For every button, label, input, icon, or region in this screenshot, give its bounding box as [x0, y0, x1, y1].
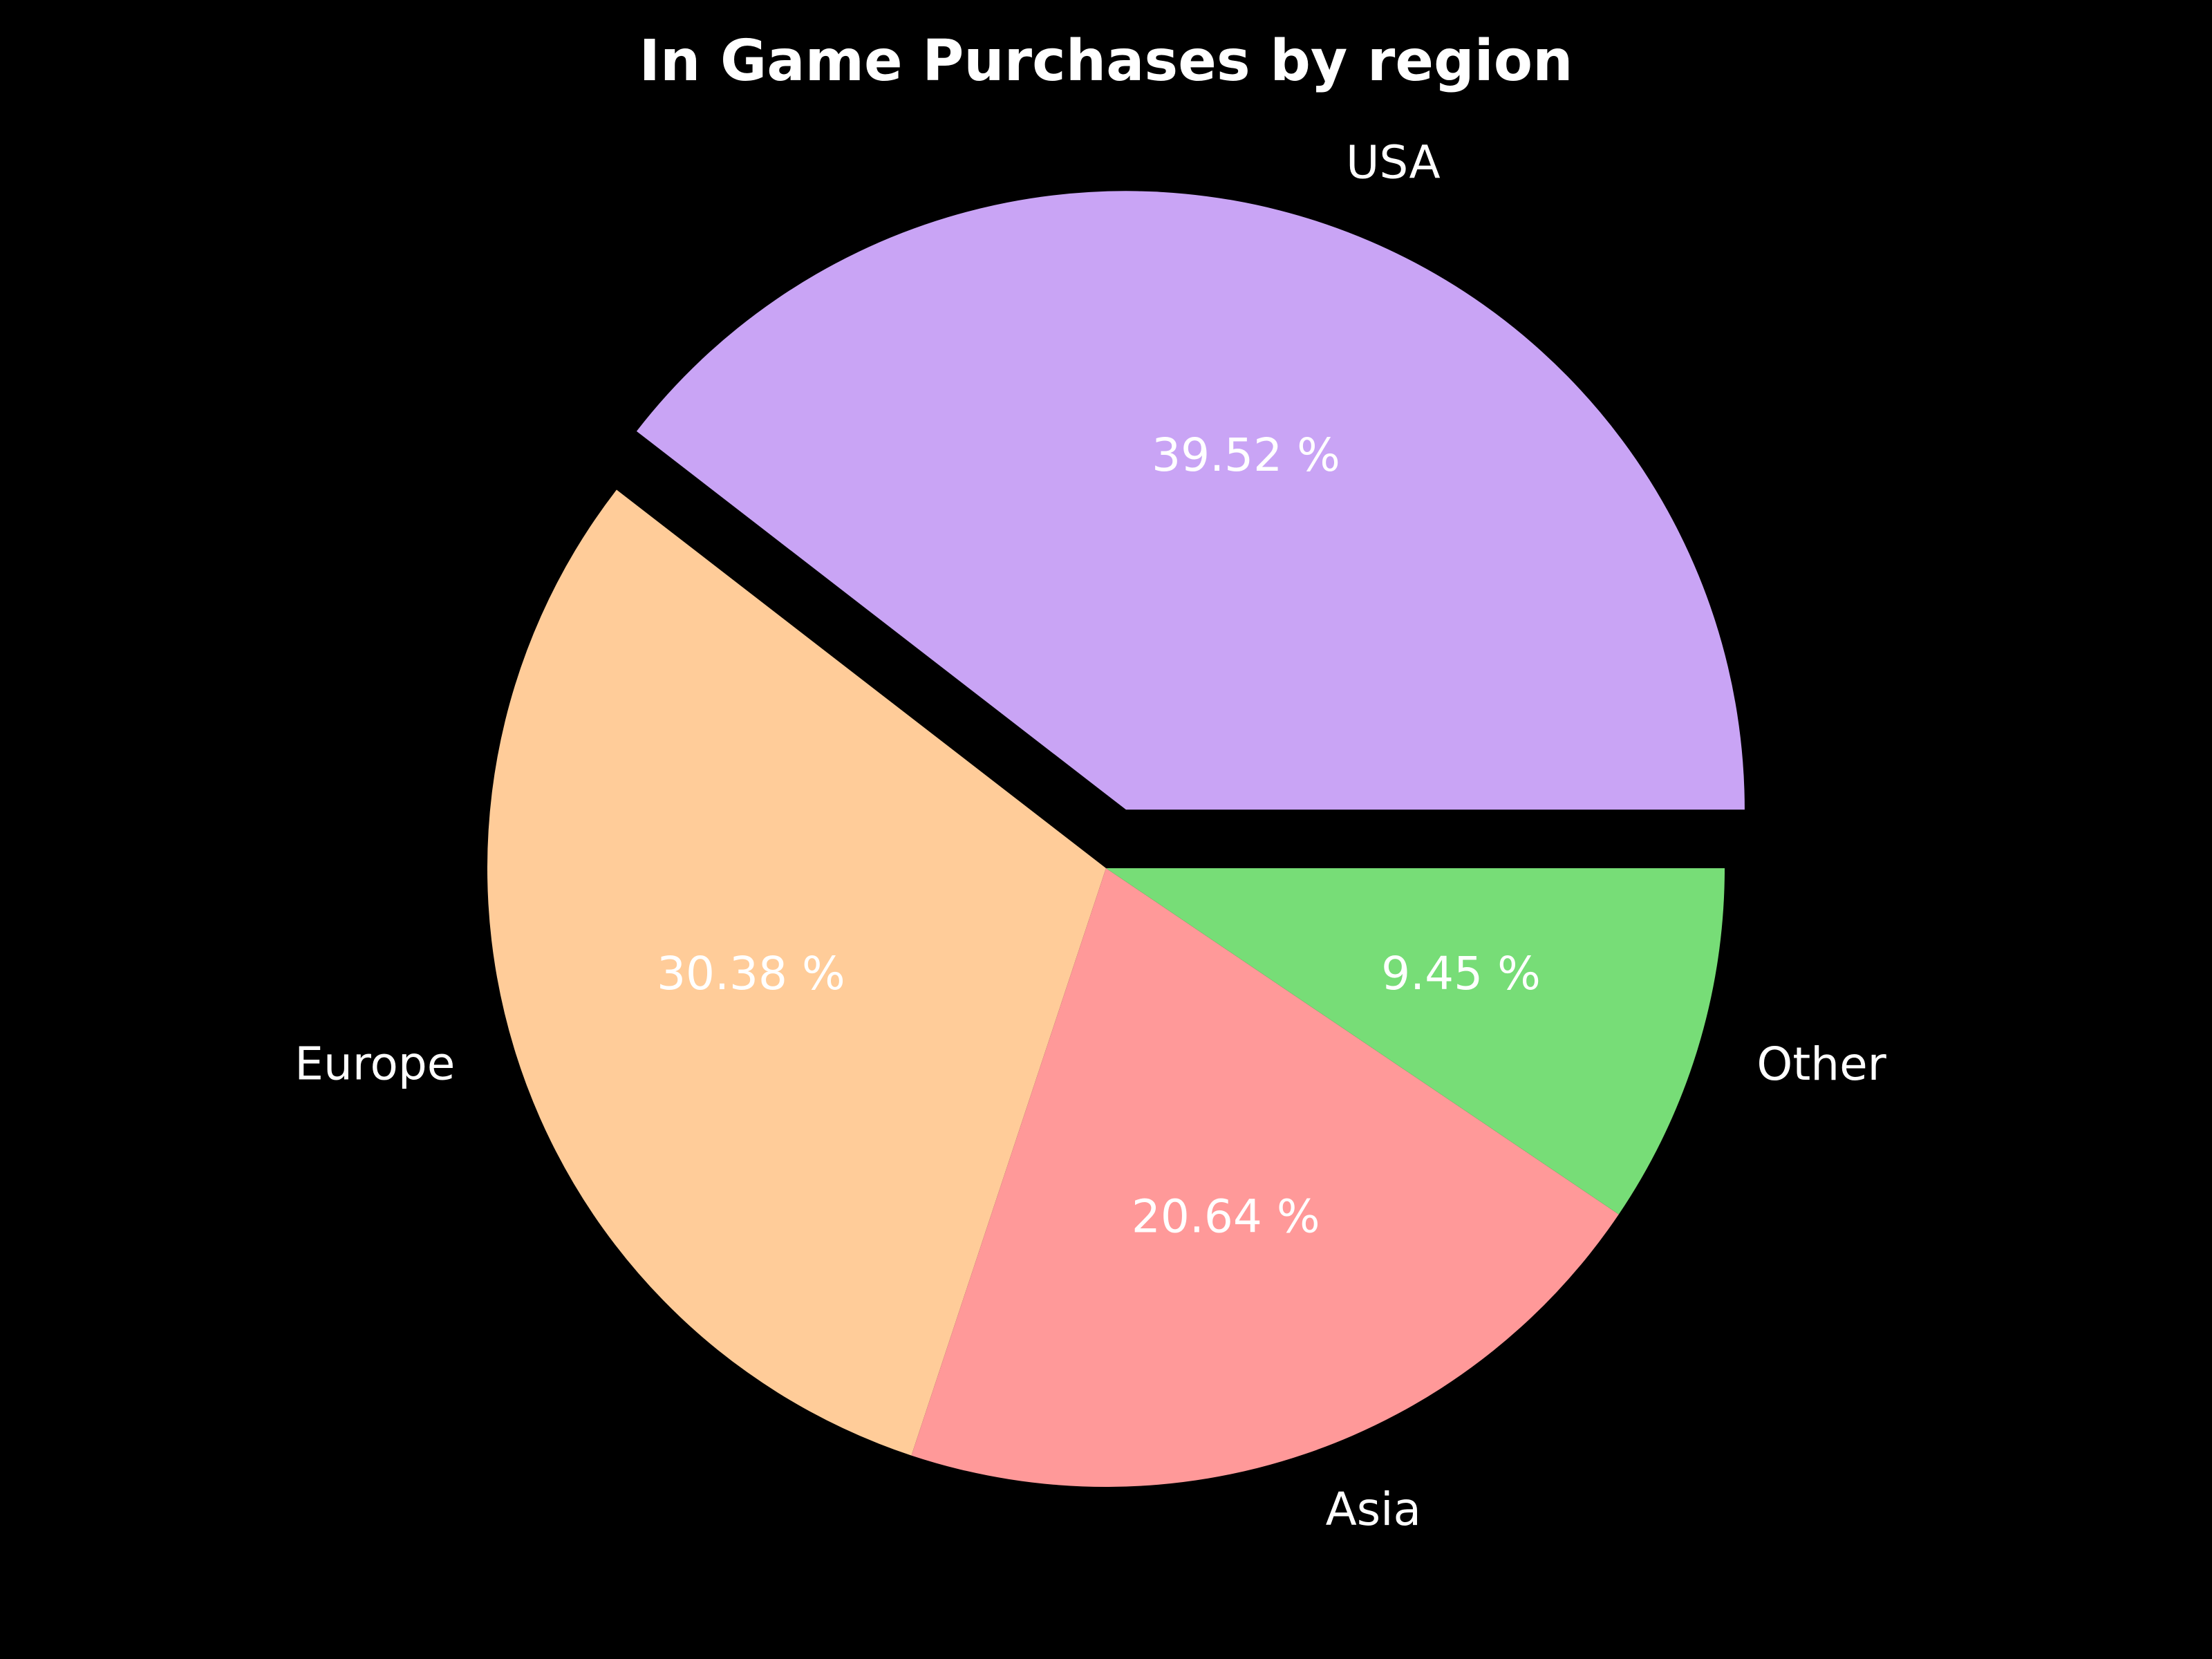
pie-slice-other [1106, 868, 1725, 1215]
pct-label-asia: 20.64 % [1132, 1190, 1320, 1243]
slice-label-usa: USA [1346, 136, 1441, 189]
pie-labels: USA 39.52 % Europe 30.38 % Asia 20.64 % Other 9… [294, 136, 1886, 1536]
pie-slice-usa [636, 191, 1745, 810]
pct-label-usa: 39.52 % [1152, 429, 1340, 482]
slice-label-other: Other [1756, 1038, 1886, 1091]
slice-label-asia: Asia [1326, 1483, 1421, 1536]
pie-slice-asia [911, 868, 1619, 1487]
pie-slice-europe [487, 489, 1106, 1456]
chart-title: In Game Purchases by region [639, 28, 1573, 94]
slice-label-europe: Europe [294, 1038, 455, 1091]
pie-slices [487, 191, 1745, 1487]
pct-label-other: 9.45 % [1381, 947, 1541, 1000]
pct-label-europe: 30.38 % [657, 947, 845, 1000]
